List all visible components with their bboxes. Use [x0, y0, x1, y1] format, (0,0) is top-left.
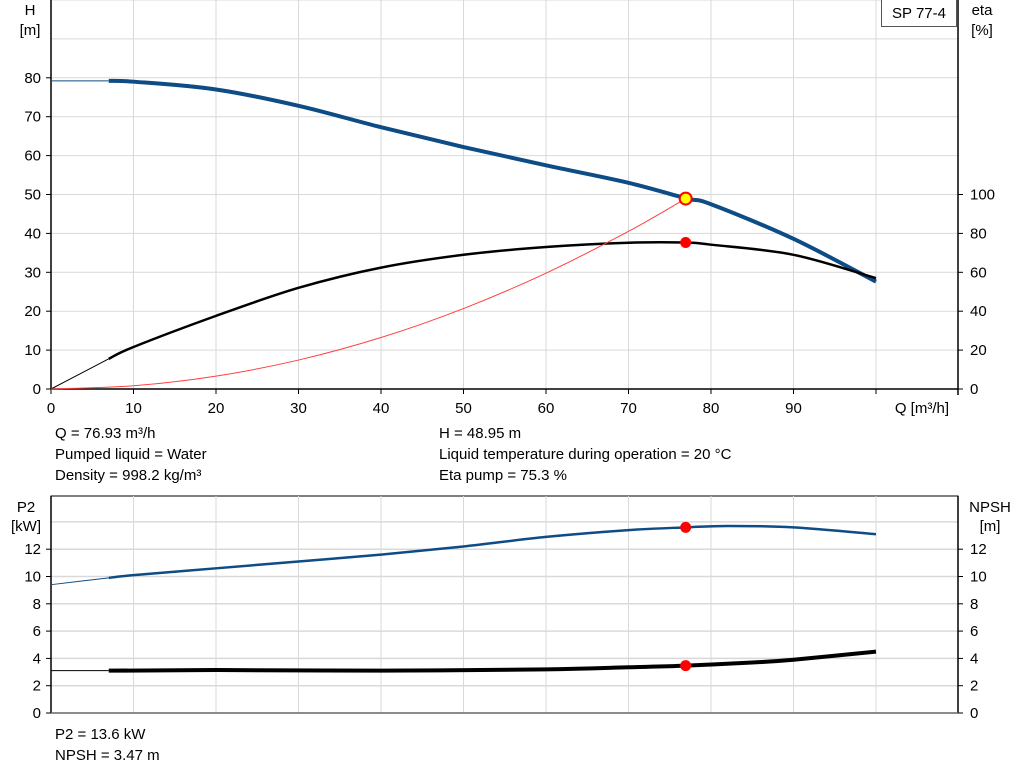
- x-tick-label: 60: [538, 400, 555, 417]
- p2-curve: [108, 524, 877, 580]
- y-axis-label-left-unit: [m]: [20, 22, 41, 39]
- x-tick-label: 30: [290, 400, 307, 417]
- y-tick-label-left: 10: [24, 569, 41, 586]
- y-tick-label-right: 4: [970, 650, 978, 667]
- y-tick-label-right: 0: [970, 705, 978, 722]
- eta-curve-extension: [50, 358, 109, 390]
- y-tick-label-left: 80: [24, 70, 41, 87]
- p2-point: [680, 521, 692, 533]
- y-tick-label-left: 40: [24, 225, 41, 242]
- x-tick-label: 90: [785, 400, 802, 417]
- info-npsh: NPSH = 3.47 m: [55, 747, 160, 764]
- info-density: Density = 998.2 kg/m³: [55, 467, 202, 484]
- info-liquid: Pumped liquid = Water: [55, 446, 207, 463]
- npsh-point: [680, 660, 692, 672]
- y-axis-label-left: P2: [17, 499, 35, 516]
- x-tick-label: 20: [208, 400, 225, 417]
- y-tick-label-right: 40: [970, 303, 987, 320]
- y-tick-label-right: 8: [970, 596, 978, 613]
- y-tick-label-left: 70: [24, 109, 41, 126]
- x-tick-label: 10: [125, 400, 142, 417]
- y-tick-label-right: 10: [970, 569, 987, 586]
- y-tick-label-left: 10: [24, 342, 41, 359]
- y-tick-label-right: 80: [970, 225, 987, 242]
- system-curve: [50, 198, 686, 390]
- x-tick-label: 80: [703, 400, 720, 417]
- y-tick-label-left: 2: [33, 678, 41, 695]
- y-tick-label-right: 60: [970, 264, 987, 281]
- y-axis-label-left-unit: [kW]: [11, 518, 41, 535]
- y-tick-label-left: 4: [33, 650, 41, 667]
- title-box: SP 77-4: [881, 0, 957, 27]
- y-axis-label-left: H: [25, 2, 36, 19]
- y-tick-label-left: 20: [24, 303, 41, 320]
- x-tick-label: 70: [620, 400, 637, 417]
- npsh-curve: [108, 649, 877, 673]
- y-tick-label-right: 20: [970, 342, 987, 359]
- y-tick-label-left: 0: [33, 381, 41, 398]
- y-axis-label-right: eta: [972, 2, 994, 19]
- info-eta: Eta pump = 75.3 %: [439, 467, 567, 484]
- y-tick-label-right: 2: [970, 678, 978, 695]
- y-tick-label-right: 0: [970, 381, 978, 398]
- y-axis-label-right-unit: [%]: [971, 22, 993, 39]
- x-axis-label: Q [m³/h]: [895, 400, 949, 417]
- y-tick-label-left: 6: [33, 623, 41, 640]
- y-tick-label-left: 0: [33, 705, 41, 722]
- duty-point: [678, 191, 693, 206]
- y-tick-label-left: 50: [24, 187, 41, 204]
- y-tick-label-left: 60: [24, 148, 41, 165]
- info-flow: Q = 76.93 m³/h: [55, 425, 156, 442]
- p2-curve-extension: [50, 577, 109, 586]
- info-p2: P2 = 13.6 kW: [55, 726, 146, 743]
- y-tick-label-right: 6: [970, 623, 978, 640]
- y-tick-label-left: 8: [33, 596, 41, 613]
- x-tick-label: 40: [373, 400, 390, 417]
- eta-curve: [108, 240, 877, 360]
- x-tick-label: 50: [455, 400, 472, 417]
- y-tick-label-right: 100: [970, 187, 995, 204]
- y-tick-label-right: 12: [970, 541, 987, 558]
- y-tick-label-left: 30: [24, 264, 41, 281]
- x-tick-label: 0: [47, 400, 55, 417]
- y-axis-label-right: NPSH: [969, 499, 1011, 516]
- y-tick-label-left: 12: [24, 541, 41, 558]
- head-curve: [108, 78, 877, 284]
- info-head: H = 48.95 m: [439, 425, 522, 442]
- y-axis-label-right-unit: [m]: [980, 518, 1001, 535]
- info-temperature: Liquid temperature during operation = 20…: [439, 446, 732, 463]
- eta-point: [680, 237, 692, 249]
